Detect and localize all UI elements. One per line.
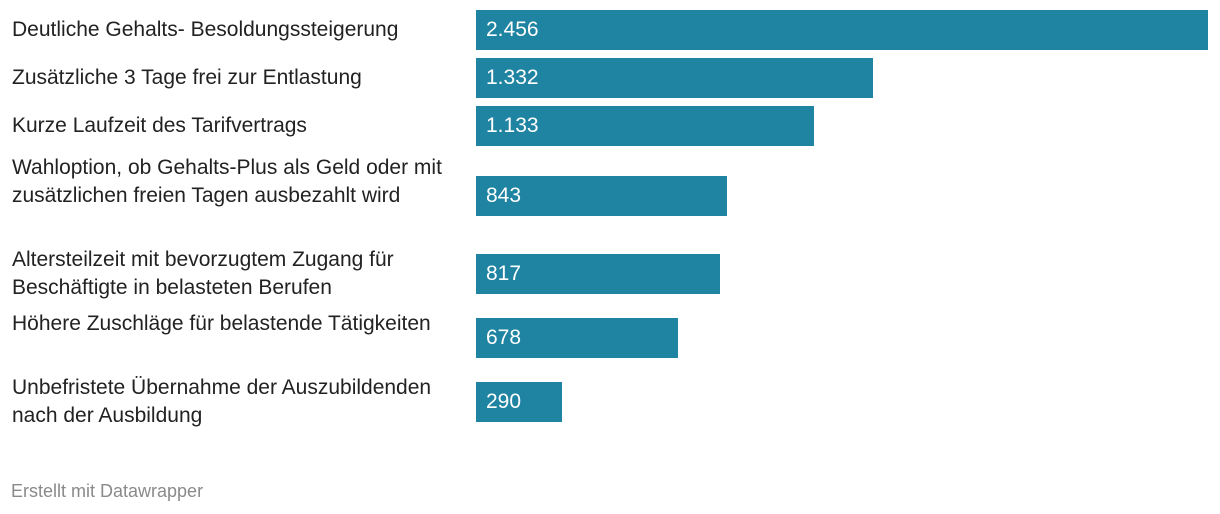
category-label: Deutliche Gehalts- Besoldungssteigerung <box>12 18 399 41</box>
bar: 2.456 <box>476 10 1208 50</box>
bar-value-label: 2.456 <box>486 18 539 41</box>
bar: 843 <box>476 176 728 216</box>
category-label: Zusätzliche 3 Tage frei zur Entlastung <box>12 66 362 89</box>
bar-value-label: 817 <box>486 262 522 285</box>
category-label: Altersteilzeit mit bevorzugtem Zugang fü… <box>12 248 394 299</box>
bar-value-label: 843 <box>486 184 522 207</box>
bar: 1.133 <box>476 106 814 146</box>
bar-value-label: 678 <box>486 326 522 349</box>
category-label: Höhere Zuschläge für belastende Tätigkei… <box>12 312 431 335</box>
category-label: Unbefristete Übernahme der Auszubildende… <box>12 376 432 427</box>
bar-value-label: 1.332 <box>486 66 539 89</box>
category-label: Kurze Laufzeit des Tarifvertrags <box>12 114 307 137</box>
bar: 290 <box>476 382 563 422</box>
bar-chart: Deutliche Gehalts- Besoldungssteigerung 2… <box>12 10 1208 427</box>
credit-note: Erstellt mit Datawrapper <box>11 481 204 501</box>
bar: 1.332 <box>476 58 873 98</box>
bar-value-label: 1.133 <box>486 114 539 137</box>
bar: 817 <box>476 254 720 294</box>
bar-value-label: 290 <box>486 390 522 413</box>
category-label: Wahloption, ob Gehalts-Plus als Geld ode… <box>12 156 442 207</box>
bar: 678 <box>476 318 679 358</box>
